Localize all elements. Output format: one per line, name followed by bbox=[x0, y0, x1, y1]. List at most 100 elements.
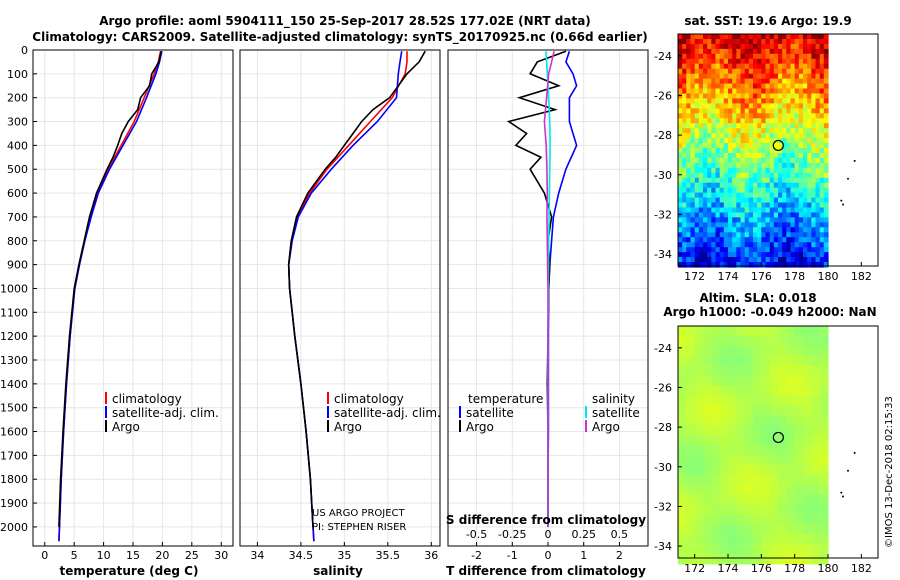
map-cell bbox=[703, 222, 708, 228]
map-cell bbox=[807, 167, 812, 174]
map-cell bbox=[719, 83, 725, 90]
map-cell bbox=[823, 227, 829, 233]
difference-grid bbox=[448, 49, 648, 546]
map-cell bbox=[723, 187, 729, 194]
map-cell bbox=[719, 415, 729, 426]
map-cell bbox=[778, 103, 783, 109]
map-cell bbox=[761, 415, 771, 426]
map-cell bbox=[694, 133, 700, 139]
island-mark bbox=[842, 495, 844, 498]
map-cell bbox=[765, 217, 771, 223]
map-cell bbox=[790, 88, 796, 95]
map-cell bbox=[719, 252, 725, 258]
map-cell bbox=[769, 73, 775, 80]
map-cell bbox=[698, 88, 704, 95]
map-cell bbox=[769, 534, 779, 545]
map-cell bbox=[819, 237, 825, 243]
x-tick-label: -2 bbox=[471, 549, 482, 562]
map-cell bbox=[794, 98, 800, 104]
map-cell bbox=[790, 247, 796, 253]
map-cell bbox=[711, 39, 717, 45]
map-cell bbox=[698, 68, 704, 75]
legend-argo-label: Argo bbox=[112, 420, 140, 434]
map-cell bbox=[707, 157, 712, 164]
map-cell bbox=[736, 504, 746, 515]
map-cell bbox=[819, 53, 825, 60]
map-cell bbox=[819, 326, 829, 337]
map-cell bbox=[782, 103, 787, 109]
map-cell bbox=[773, 262, 779, 268]
map-cell bbox=[786, 445, 796, 456]
map-cell bbox=[707, 207, 712, 214]
map-cell bbox=[694, 39, 700, 45]
map-cell bbox=[794, 88, 800, 95]
map-cell bbox=[794, 197, 800, 204]
map-cell bbox=[794, 43, 800, 50]
difference-xlabel: T difference from climatology bbox=[446, 564, 646, 578]
map-cell bbox=[719, 435, 729, 446]
map-cell bbox=[719, 375, 729, 387]
map-cell bbox=[728, 524, 737, 535]
map-cell bbox=[690, 98, 696, 104]
x-tick-label: 176 bbox=[751, 562, 772, 575]
map-cell bbox=[682, 34, 687, 40]
map-cell bbox=[798, 237, 804, 243]
sla-map-islands bbox=[840, 451, 856, 498]
map-cell bbox=[703, 405, 712, 416]
map-cell bbox=[778, 464, 787, 476]
map-cell bbox=[744, 148, 750, 154]
map-cell bbox=[703, 192, 708, 199]
map-cell bbox=[740, 39, 746, 45]
sst-map-title: sat. SST: 19.6 Argo: 19.9 bbox=[684, 14, 851, 28]
map-cell bbox=[769, 192, 775, 199]
map-cell bbox=[723, 237, 729, 243]
legend-t-argo-label: Argo bbox=[466, 420, 494, 434]
y-tick-label: -34 bbox=[654, 540, 672, 553]
map-cell bbox=[678, 167, 683, 174]
map-cell bbox=[823, 252, 829, 258]
map-cell bbox=[694, 118, 700, 124]
map-cell bbox=[807, 162, 812, 169]
map-cell bbox=[815, 133, 821, 139]
map-cell bbox=[753, 534, 762, 545]
map-cell bbox=[682, 222, 687, 228]
map-cell bbox=[753, 454, 762, 466]
map-cell bbox=[794, 544, 804, 555]
map-cell bbox=[769, 212, 775, 219]
map-cell bbox=[744, 257, 750, 263]
map-cell bbox=[682, 212, 687, 219]
map-cell bbox=[682, 202, 687, 209]
map-cell bbox=[803, 118, 808, 124]
map-cell bbox=[757, 83, 762, 90]
y-tick-label: 600 bbox=[7, 187, 28, 200]
map-cell bbox=[748, 148, 754, 154]
map-cell bbox=[744, 108, 750, 114]
map-cell bbox=[690, 128, 696, 134]
map-cell bbox=[678, 494, 687, 505]
map-cell bbox=[736, 375, 746, 387]
map-cell bbox=[803, 108, 808, 114]
map-cell bbox=[761, 78, 767, 85]
map-cell bbox=[744, 425, 754, 436]
map-cell bbox=[773, 118, 779, 124]
map-cell bbox=[765, 257, 771, 263]
map-cell bbox=[711, 326, 721, 337]
map-cell bbox=[744, 88, 750, 95]
salinity-xlabel: salinity bbox=[313, 564, 363, 578]
map-cell bbox=[790, 217, 796, 223]
map-cell bbox=[728, 554, 737, 565]
map-cell bbox=[753, 257, 758, 263]
map-cell bbox=[711, 148, 717, 154]
map-cell bbox=[765, 43, 771, 50]
map-cell bbox=[686, 162, 692, 169]
map-cell bbox=[736, 395, 746, 406]
map-cell bbox=[678, 128, 683, 134]
map-cell bbox=[757, 68, 762, 75]
legend-s-argo-label: Argo bbox=[592, 420, 620, 434]
map-cell bbox=[786, 88, 792, 95]
map-cell bbox=[694, 474, 704, 486]
map-cell bbox=[753, 162, 758, 169]
map-cell bbox=[757, 162, 762, 169]
map-cell bbox=[823, 113, 829, 119]
map-cell bbox=[707, 103, 712, 109]
